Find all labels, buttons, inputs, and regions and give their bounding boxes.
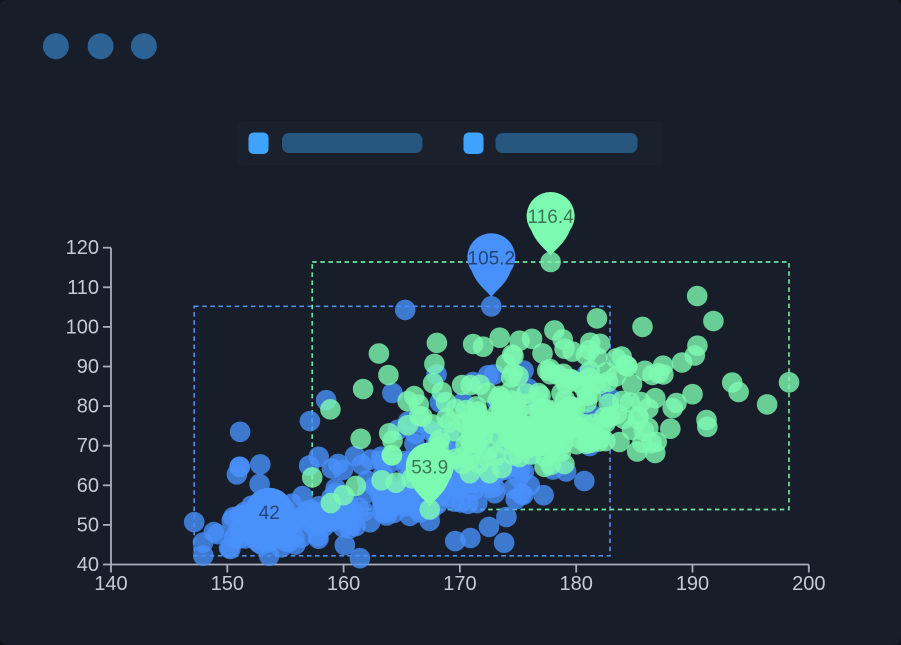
svg-text:150: 150 (211, 573, 244, 595)
svg-text:50: 50 (77, 514, 99, 536)
svg-text:170: 170 (443, 573, 476, 595)
svg-text:120: 120 (66, 237, 99, 259)
svg-text:60: 60 (77, 475, 99, 497)
svg-text:42: 42 (259, 503, 280, 524)
svg-text:116.4: 116.4 (528, 207, 575, 228)
svg-text:80: 80 (77, 396, 99, 418)
svg-text:70: 70 (77, 435, 99, 457)
svg-text:40: 40 (77, 554, 99, 576)
svg-text:53.9: 53.9 (411, 458, 448, 479)
svg-text:160: 160 (327, 573, 360, 595)
svg-text:100: 100 (66, 316, 99, 338)
svg-text:140: 140 (94, 573, 127, 595)
svg-text:90: 90 (77, 356, 99, 378)
svg-text:110: 110 (67, 277, 99, 299)
svg-text:180: 180 (560, 573, 593, 595)
svg-text:200: 200 (792, 573, 825, 595)
svg-text:190: 190 (676, 573, 709, 595)
svg-text:105.2: 105.2 (468, 248, 516, 269)
